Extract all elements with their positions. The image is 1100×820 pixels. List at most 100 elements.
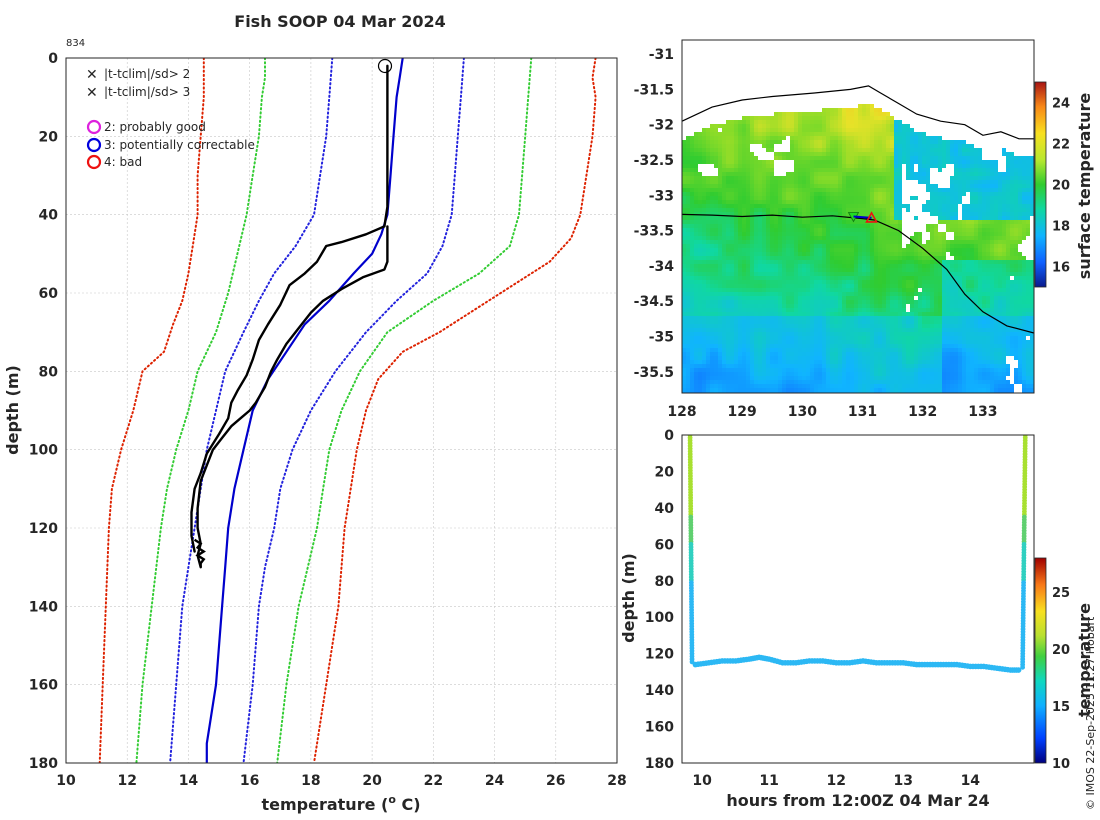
sst-cells [834, 148, 1026, 360]
y-tick-label: 60 [39, 286, 59, 302]
sst-cells [694, 136, 698, 140]
sst-cells [694, 256, 990, 308]
sst-cells [862, 120, 874, 132]
x-tick-label: 14 [179, 773, 199, 789]
y-tick-label: -32 [649, 118, 674, 134]
sst-cells [1002, 276, 1034, 284]
sst-cells [710, 256, 1034, 296]
y-tick-label: -33.5 [634, 224, 674, 240]
sst-cells [710, 180, 746, 192]
y-tick-label: -35 [649, 330, 674, 346]
sst-cells [874, 108, 878, 112]
chart-title: Fish SOOP 04 Mar 2024 [234, 12, 445, 31]
map-lines [682, 85, 1034, 334]
y-tick-label: 40 [655, 501, 675, 517]
sst-cells [830, 124, 890, 140]
map-x-ticks: 128 129 130 131 132 133 [667, 404, 997, 420]
sst-cells [814, 228, 818, 232]
x-tick-label: 13 [894, 773, 913, 789]
sst-cells [950, 268, 954, 272]
sst-cells [682, 240, 1002, 320]
y-tick-label: 180 [645, 756, 674, 772]
clim-2sd-line [135, 58, 266, 763]
x-tick-label: 14 [961, 773, 981, 789]
y-tick-label: -33 [649, 188, 674, 204]
ship-track [682, 213, 875, 221]
dt-xlabel: hours from 12:00Z 04 Mar 24 [726, 791, 989, 810]
profile-panel: 10 12 14 16 18 20 22 24 26 28 0 20 40 60 80 100 120 140 1… [3, 51, 627, 814]
legend-qc-4: 4: bad [86, 154, 142, 170]
profile-x-ticks: 10 12 14 16 18 20 22 24 26 28 [56, 773, 626, 789]
y-tick-label: 60 [655, 537, 675, 553]
credit-text: © IMOS 22-Sep-2025 11:27 Hobart [1084, 616, 1097, 810]
sst-cells [830, 216, 834, 220]
sst-cells [682, 148, 978, 260]
y-tick-label: -31.5 [634, 82, 674, 98]
y-tick-label: 120 [29, 521, 58, 537]
x-tick-label: 132 [908, 404, 937, 420]
colorbar-tick-label: 18 [1052, 220, 1070, 235]
sst-cells [690, 336, 1018, 392]
sst-colorbar [1034, 81, 1047, 288]
profile-end-trace [193, 538, 206, 568]
sst-cells [858, 140, 890, 144]
circle-icon [86, 137, 102, 153]
profile-ylabel: depth (m) [3, 365, 22, 455]
sst-cells [706, 144, 1026, 260]
colorbar-tick-label: 15 [1052, 700, 1070, 715]
y-tick-label: -32.5 [634, 153, 674, 169]
sst-cells [866, 144, 870, 148]
y-tick-label: 0 [48, 51, 58, 67]
x-tick-label: 130 [788, 404, 817, 420]
sst-cells [742, 164, 1014, 256]
y-tick-label: -35.5 [634, 365, 674, 381]
y-tick-label: 20 [39, 129, 59, 145]
sst-cells [714, 132, 1022, 380]
sst-cells [698, 376, 702, 380]
sst-cells [878, 108, 882, 112]
x-tick-label: 131 [848, 404, 877, 420]
sst-cells [734, 136, 934, 232]
x-tick-label: 22 [424, 773, 443, 789]
sst-cells [742, 264, 746, 268]
sst-cells [694, 248, 874, 312]
legend-label: 2: probably good [104, 120, 206, 134]
temperature-colorbar [1034, 557, 1047, 764]
legend-qc-3: 3: potentially correctable [86, 137, 255, 153]
sst-cells [862, 168, 866, 172]
sst-cells [862, 132, 866, 136]
sst-cells [690, 340, 1022, 380]
sst-cells [846, 108, 850, 112]
dt-y-ticks: 0 20 40 60 80 100 120 140 160 180 [645, 428, 674, 772]
sst-cells [858, 116, 894, 144]
sst-cells [874, 380, 878, 384]
y-tick-label: 100 [645, 610, 674, 626]
shelf-edge [874, 219, 1034, 334]
x-tick-label: 28 [607, 773, 626, 789]
sst-cells [846, 112, 850, 116]
sst-colorbar-label: surface temperature [1075, 93, 1094, 280]
x-mark-icon: ✕ [86, 67, 98, 83]
sst-cells [782, 116, 886, 136]
surface-marker [377, 58, 393, 74]
sst-cells [834, 116, 870, 152]
sst-cells [702, 196, 706, 200]
sst-cells [882, 112, 886, 116]
sst-cells [714, 160, 994, 260]
y-tick-label: 40 [39, 208, 59, 224]
x-tick-label: 12 [117, 773, 136, 789]
legend-label: |t-tclim|/sd> 3 [104, 85, 190, 99]
sst-cells [726, 376, 1034, 393]
y-tick-label: -34 [649, 259, 675, 275]
x-tick-label: 12 [826, 773, 845, 789]
sst-cells [786, 124, 790, 128]
circle-icon [86, 154, 102, 170]
sst-cells [690, 244, 694, 248]
dt-x-ticks: 10 11 12 13 14 [692, 773, 980, 789]
sst-cells [850, 112, 878, 116]
climatology-mean-line [205, 58, 404, 763]
sst-cells [722, 192, 978, 260]
sst-cells [778, 264, 990, 276]
sst-cells [698, 372, 702, 376]
sst-cells [862, 120, 870, 124]
